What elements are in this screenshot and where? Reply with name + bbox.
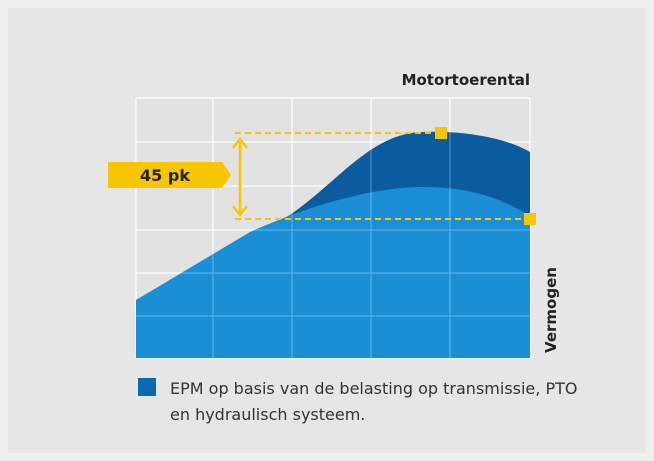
double-arrow [232, 136, 248, 218]
annotation: 45 pk [140, 166, 190, 185]
marker [524, 213, 536, 225]
base-area [136, 186, 530, 358]
x-axis-label: Motortoerental [402, 71, 530, 89]
y-axis-label: Vermogen [542, 267, 560, 353]
marker [435, 127, 447, 139]
legend-swatch [138, 378, 156, 396]
annotation-box [108, 162, 231, 188]
legend-label: EPM op basis van de belasting op transmi… [170, 379, 578, 424]
grid-overlay [136, 98, 530, 358]
